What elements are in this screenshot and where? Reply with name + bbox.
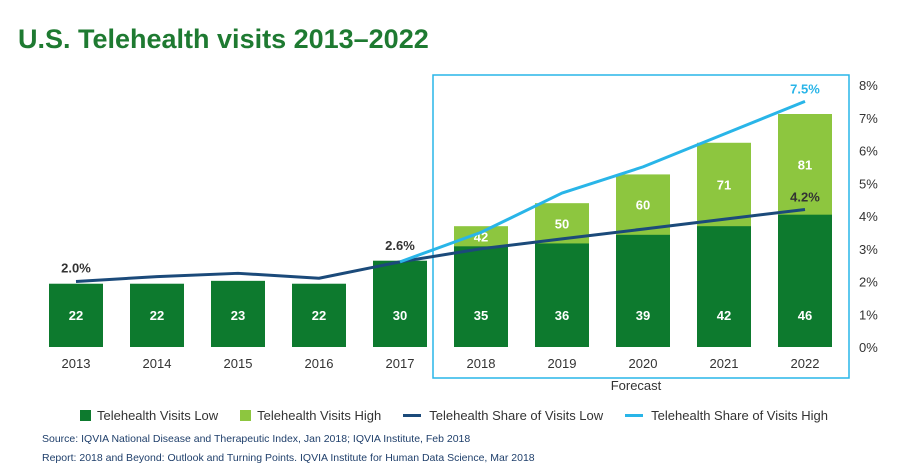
source-note: Source: IQVIA National Disease and Thera… (42, 433, 471, 445)
legend-item-low-bar: Telehealth Visits Low (80, 408, 218, 423)
bar-low-label-2021: 42 (717, 308, 731, 323)
x-axis-labels: 2013 2014 2015 2016 2017 2018 2019 2020 2021 2022 (62, 356, 820, 371)
legend-item-high-line: Telehealth Share of Visits High (625, 408, 828, 423)
y2-tick-2: 2% (859, 275, 878, 290)
legend-item-high-bar: Telehealth Visits High (240, 408, 381, 423)
telehealth-chart: Forecast 22 22 23 22 3042355036603971428146 … (49, 74, 878, 393)
bar-high-label-2019: 50 (555, 216, 569, 231)
annotation-2: 4.2% (790, 189, 820, 204)
bar-low-label-2022: 46 (798, 308, 812, 323)
bar-low-label-2013: 22 (69, 308, 83, 323)
bar-low-label-2018: 35 (474, 308, 488, 323)
x-tick-2018: 2018 (467, 356, 496, 371)
legend: Telehealth Visits Low Telehealth Visits … (80, 408, 850, 423)
legend-swatch-high-bar (240, 410, 252, 421)
legend-swatch-high-line (625, 414, 644, 417)
annotation-0: 2.0% (61, 261, 91, 276)
x-tick-2017: 2017 (386, 356, 415, 371)
bar-low-2019 (535, 243, 589, 347)
bar-low-2015 (211, 280, 265, 347)
y2-tick-0: 0% (859, 340, 878, 355)
lines-group (75, 99, 806, 283)
bar-high-label-2021: 71 (717, 177, 731, 192)
line-share-high (399, 99, 806, 264)
y2-tick-4: 4% (859, 209, 878, 224)
y2-tick-6: 6% (859, 144, 878, 159)
legend-label-high-line: Telehealth Share of Visits High (651, 408, 828, 423)
bar-low-2017 (373, 260, 427, 347)
annotation-1: 2.6% (385, 238, 415, 253)
bar-low-2022 (778, 214, 832, 347)
x-tick-2020: 2020 (629, 356, 658, 371)
bar-low-label-2015: 23 (231, 308, 245, 323)
bar-low-2018 (454, 246, 508, 347)
legend-swatch-low-line (403, 414, 422, 417)
report-note: Report: 2018 and Beyond: Outlook and Tur… (42, 452, 535, 464)
x-tick-2022: 2022 (791, 356, 820, 371)
legend-swatch-low-bar (80, 410, 91, 421)
bar-low-2021 (697, 226, 751, 347)
annotations-group: 2.0% 2.6% 4.2% 7.5% (61, 81, 820, 275)
x-tick-2021: 2021 (710, 356, 739, 371)
y2-tick-5: 5% (859, 176, 878, 191)
forecast-label: Forecast (611, 378, 662, 393)
line-share-low (75, 207, 806, 283)
legend-label-low-line: Telehealth Share of Visits Low (429, 408, 604, 423)
legend-label-high-bar: Telehealth Visits High (257, 408, 382, 423)
y2-tick-1: 1% (859, 307, 878, 322)
x-tick-2013: 2013 (62, 356, 91, 371)
y2-tick-8: 8% (859, 78, 878, 93)
legend-item-low-line: Telehealth Share of Visits Low (403, 408, 603, 423)
bar-low-label-2020: 39 (636, 308, 650, 323)
bar-low-label-2014: 22 (150, 308, 164, 323)
bar-low-2014 (130, 283, 184, 347)
x-tick-2014: 2014 (143, 356, 172, 371)
y2-axis-labels: 0% 1% 2% 3% 4% 5% 6% 7% 8% (859, 78, 878, 355)
bar-low-label-2019: 36 (555, 308, 569, 323)
bar-low-2013 (49, 283, 103, 347)
bar-low-2020 (616, 234, 670, 347)
x-tick-2016: 2016 (305, 356, 334, 371)
x-tick-2015: 2015 (224, 356, 253, 371)
forecast-box (432, 74, 850, 379)
x-tick-2019: 2019 (548, 356, 577, 371)
chart-title: U.S. Telehealth visits 2013–2022 (18, 24, 429, 54)
bar-low-2016 (292, 283, 346, 347)
bar-low-label-2016: 22 (312, 308, 326, 323)
bar-high-label-2020: 60 (636, 198, 650, 213)
bar-high-label-2022: 81 (798, 157, 812, 172)
annotation-3: 7.5% (790, 81, 820, 96)
y2-tick-7: 7% (859, 111, 878, 126)
legend-label-low-bar: Telehealth Visits Low (97, 408, 219, 423)
bar-low-label-2017: 30 (393, 308, 407, 323)
y2-tick-3: 3% (859, 242, 878, 257)
